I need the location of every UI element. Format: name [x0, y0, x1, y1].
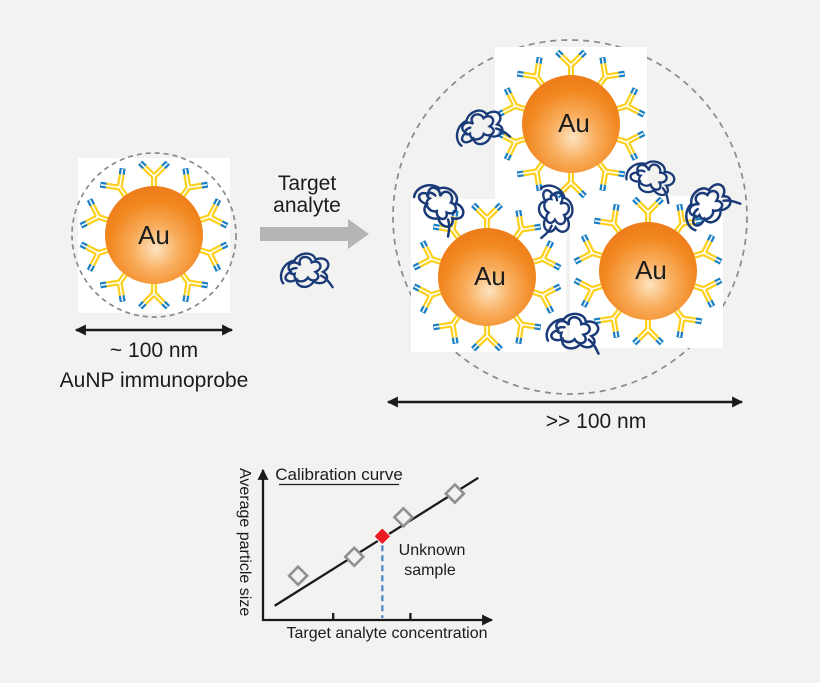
- gold-nanoparticle: [599, 222, 697, 320]
- probe-dashed-outline: [71, 152, 237, 318]
- aunp-particle-left: Au: [414, 205, 560, 350]
- calibration-chart-group: Calibration curve Average particle size …: [236, 465, 494, 642]
- gold-nanoparticle: [522, 75, 620, 173]
- trend-line: [274, 476, 479, 607]
- aunp-particle-right: Au: [575, 199, 721, 344]
- x-axis-label: Target analyte concentration: [286, 625, 487, 642]
- unknown-sample-annotation-line1: Unknown: [399, 542, 466, 559]
- probe-size-label: ~ 100 nm: [110, 339, 198, 362]
- gold-nanoparticle: [438, 228, 536, 326]
- analyte-squiggle-icon: [279, 252, 334, 289]
- probe-caption: AuNP immunoprobe: [60, 369, 249, 392]
- target-analyte-label-line1: Target: [278, 172, 337, 195]
- aunp-immunoprobe-group: Au ~ 100 nm AuNP immunoprobe: [60, 152, 249, 392]
- aunp-particle-top: Au: [498, 52, 644, 197]
- unknown-sample-annotation-line2: sample: [404, 562, 456, 579]
- calibration-point-marker: [343, 545, 366, 568]
- gold-nanoparticle: [105, 186, 203, 284]
- calibration-point-marker: [444, 482, 466, 505]
- gold-core-label: Au: [558, 108, 590, 138]
- aggregate-dashed-outline: [392, 39, 748, 395]
- y-axis-label: Average particle size: [236, 468, 253, 616]
- chart-title: Calibration curve: [275, 465, 403, 484]
- unknown-sample-marker: [373, 527, 392, 546]
- target-analyte-label-line2: analyte: [273, 194, 341, 217]
- calibration-point-marker: [392, 506, 415, 529]
- calibration-point-marker: [287, 564, 309, 587]
- aggregate-size-label: >> 100 nm: [546, 410, 646, 433]
- aggregate-group: Au Au Au >> 100 nm: [386, 39, 748, 433]
- gold-core-label: Au: [138, 220, 170, 250]
- reaction-group: Target analyte: [260, 172, 369, 289]
- gold-core-label: Au: [635, 255, 667, 285]
- chart-marks: [274, 476, 479, 620]
- gold-core-label: Au: [474, 261, 506, 291]
- reaction-arrow-icon: [260, 219, 369, 249]
